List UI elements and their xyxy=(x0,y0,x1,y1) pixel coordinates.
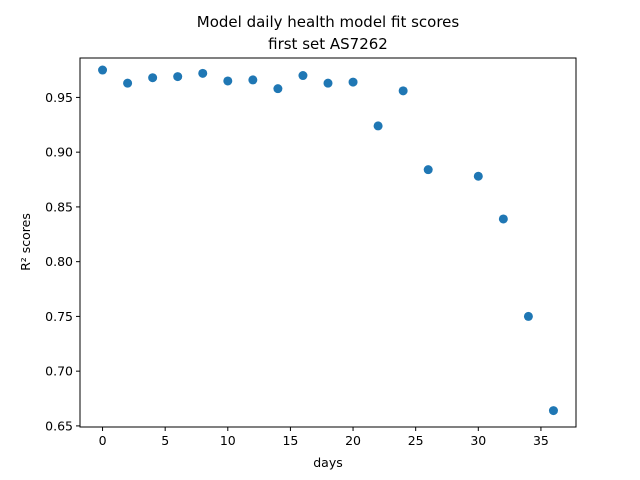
x-tick-label: 35 xyxy=(533,433,549,448)
x-tick-label: 25 xyxy=(408,433,424,448)
data-point xyxy=(348,77,358,87)
data-point xyxy=(173,72,183,82)
data-point xyxy=(148,73,158,83)
data-point xyxy=(473,171,483,181)
x-axis-label: days xyxy=(313,455,343,470)
data-point xyxy=(123,78,133,88)
y-axis-label: R² scores xyxy=(18,213,33,271)
y-tick-label: 0.90 xyxy=(45,145,73,160)
x-tick-label: 5 xyxy=(161,433,169,448)
x-tick-label: 30 xyxy=(470,433,486,448)
chart-subtitle: first set AS7262 xyxy=(268,35,388,53)
y-tick-label: 0.70 xyxy=(45,364,73,379)
data-point xyxy=(523,311,533,321)
x-tick-label: 10 xyxy=(220,433,236,448)
data-point xyxy=(98,65,108,75)
data-point xyxy=(298,71,308,81)
y-tick-label: 0.80 xyxy=(45,254,73,269)
data-points xyxy=(98,65,558,416)
y-tick-label: 0.85 xyxy=(45,199,73,214)
data-point xyxy=(198,68,208,78)
data-point xyxy=(423,165,433,175)
data-point xyxy=(273,84,283,94)
plot-area-frame xyxy=(79,57,577,428)
data-point xyxy=(248,75,258,85)
y-tick-label: 0.75 xyxy=(45,309,73,324)
y-tick-label: 0.65 xyxy=(45,418,73,433)
data-point xyxy=(223,76,233,86)
data-point xyxy=(548,406,558,416)
data-point xyxy=(323,78,333,88)
x-tick-label: 15 xyxy=(282,433,298,448)
x-tick-label: 20 xyxy=(345,433,361,448)
data-point xyxy=(373,121,383,131)
data-point xyxy=(498,214,508,224)
chart-title: Model daily health model fit scores xyxy=(197,13,460,31)
x-tick-label: 0 xyxy=(99,433,107,448)
data-point xyxy=(398,86,408,96)
y-tick-label: 0.95 xyxy=(45,90,73,105)
axis-ticks: 0 5 10 15 20 25 30 35 0.65 0.70 0.75 0.80 0.85 0.90 0.… xyxy=(45,90,549,448)
